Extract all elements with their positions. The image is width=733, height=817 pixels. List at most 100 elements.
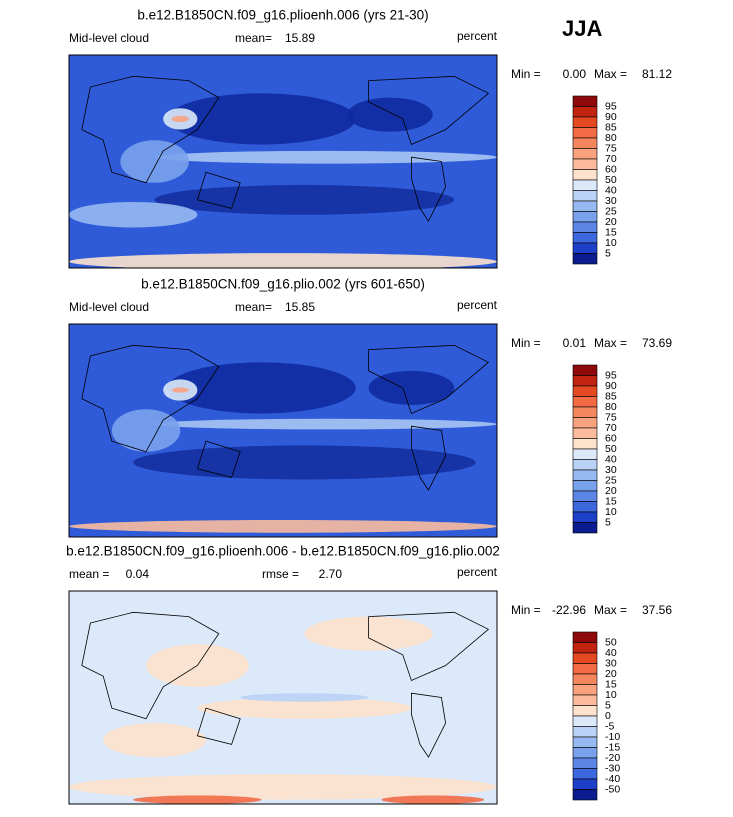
colorbar-label: 20 [605, 485, 617, 497]
colorbar-box [572, 190, 598, 202]
colorbar-label: 10 [605, 506, 617, 518]
colorbar-label: 10 [605, 237, 617, 249]
colorbar-box [572, 522, 598, 534]
panel-title: b.e12.B1850CN.f09_g16.plioenh.006 (yrs 2… [137, 8, 428, 23]
colorbar-box [572, 95, 598, 107]
colorbar-box [572, 427, 598, 439]
colorbar-label: 15 [605, 678, 617, 690]
colorbar-label: 15 [605, 495, 617, 507]
colorbar-label: 20 [605, 216, 617, 228]
colorbar-box [572, 663, 598, 675]
variable-label: Mid-level cloud [69, 300, 149, 314]
colorbar-box [572, 715, 598, 727]
colorbar-label: 80 [605, 132, 617, 144]
colorbar-box [572, 684, 598, 696]
colorbar-label: 90 [605, 111, 617, 123]
colorbar-label: 40 [605, 184, 617, 196]
map-field [368, 370, 455, 405]
colorbar-label: 85 [605, 121, 617, 133]
map-frame [68, 323, 498, 538]
max-label: Max = [594, 67, 627, 81]
colorbar-label: 75 [605, 411, 617, 423]
map-field [347, 97, 433, 132]
stat-value: 15.85 [285, 300, 315, 314]
colorbar-box [572, 501, 598, 513]
coastline [81, 611, 490, 758]
map-field [154, 150, 497, 164]
colorbar-box [572, 169, 598, 181]
map-field [154, 184, 455, 215]
colorbar-label: 40 [605, 453, 617, 465]
min-label: Min = [511, 67, 541, 81]
colorbar-label: 95 [605, 369, 617, 381]
colorbar-label: 50 [605, 443, 617, 455]
colorbar-box [572, 469, 598, 481]
colorbar-box [572, 221, 598, 233]
map-field [154, 418, 497, 430]
min-value: -22.96 [552, 603, 586, 617]
map-frame [68, 590, 498, 805]
map-field [133, 445, 476, 480]
map-field [133, 795, 262, 804]
colorbar-label: 50 [605, 636, 617, 648]
colorbar-label: -10 [605, 731, 620, 743]
colorbar-label: 25 [605, 205, 617, 217]
colorbar-box [572, 511, 598, 523]
colorbar-label: 40 [605, 647, 617, 659]
map-field [167, 93, 356, 145]
max-value: 81.12 [642, 67, 672, 81]
colorbar-box [572, 789, 598, 801]
colorbar-label: 60 [605, 163, 617, 175]
colorbar-box [572, 705, 598, 717]
colorbar-box [572, 448, 598, 460]
colorbar-box [572, 694, 598, 706]
colorbar-box [572, 385, 598, 397]
colorbar-box [572, 200, 598, 212]
colorbar-box [572, 631, 598, 643]
colorbar-label: 20 [605, 668, 617, 680]
colorbar-box [572, 375, 598, 387]
units-label: percent [457, 29, 498, 43]
coastline [81, 344, 490, 491]
colorbar-box [572, 158, 598, 170]
stat-label: mean= [235, 31, 272, 45]
colorbar-label: -5 [605, 720, 614, 732]
stat-value: 2.70 [319, 567, 343, 581]
map [69, 55, 497, 268]
map-field [171, 115, 189, 123]
colorbar-label: 95 [605, 100, 617, 112]
colorbar-label: -20 [605, 752, 620, 764]
colorbar-box [572, 179, 598, 191]
colorbar-box [572, 642, 598, 654]
colorbar-label: 70 [605, 422, 617, 434]
stat-label: mean= [235, 300, 272, 314]
colorbar-label: 80 [605, 401, 617, 413]
colorbar-label: -40 [605, 773, 620, 785]
colorbar-box [572, 480, 598, 492]
colorbar-label: 5 [605, 247, 611, 259]
min-label: Min = [511, 336, 541, 350]
units-label: percent [457, 298, 498, 312]
min-label: Min = [511, 603, 541, 617]
colorbar-label: 30 [605, 195, 617, 207]
map-field [69, 201, 198, 228]
colorbar-label: 0 [605, 710, 611, 722]
stat-label: rmse = [262, 567, 299, 581]
colorbar-label: -50 [605, 783, 620, 795]
colorbar-label: 15 [605, 226, 617, 238]
map-field [103, 723, 206, 758]
map-field [167, 362, 356, 414]
map-field [69, 519, 497, 533]
colorbar-label: 75 [605, 142, 617, 154]
colorbar-label: 30 [605, 464, 617, 476]
max-label: Max = [594, 336, 627, 350]
max-value: 37.56 [642, 603, 672, 617]
colorbar-label: 90 [605, 380, 617, 392]
colorbar-box [572, 490, 598, 502]
colorbar-label: 25 [605, 474, 617, 486]
units-label: percent [457, 565, 498, 579]
stat-label: mean = [69, 567, 109, 581]
colorbar-box [572, 211, 598, 223]
min-value: 0.00 [563, 67, 587, 81]
colorbar-box [572, 137, 598, 149]
